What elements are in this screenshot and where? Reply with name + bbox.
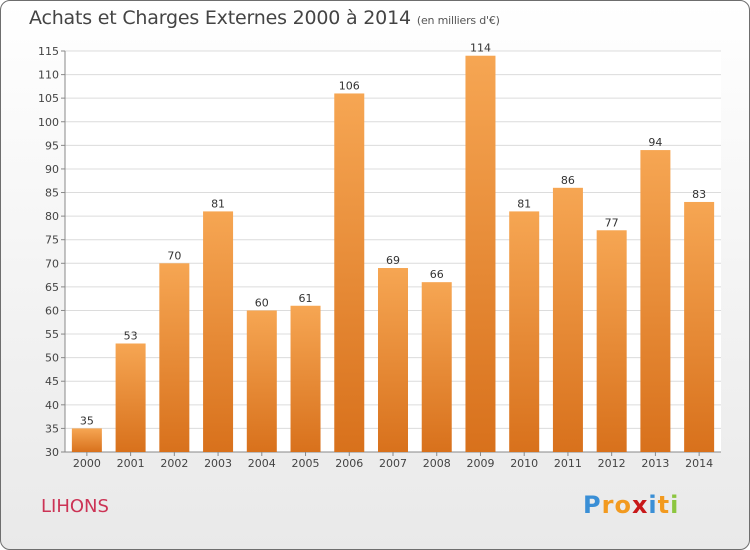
value-label-2010: 81 (517, 197, 531, 210)
labels-layer: 35 2000 53 2001 70 2002 81 2003 60 2004 61 2005 106 2… (73, 42, 713, 470)
bar-2011 (552, 187, 583, 452)
chart-title: Achats et Charges Externes 2000 à 2014 (e… (29, 7, 500, 29)
x-tick-label-2004: 2004 (248, 457, 276, 470)
x-tick-label-2001: 2001 (117, 457, 145, 470)
value-label-2008: 66 (430, 268, 444, 281)
y-tick-label: 50 (45, 352, 59, 365)
value-label-2002: 70 (167, 249, 181, 262)
x-tick-label-2011: 2011 (554, 457, 582, 470)
bar-2001 (115, 343, 146, 452)
bar-2004 (246, 310, 277, 452)
value-label-2005: 61 (299, 292, 313, 305)
logo-letter: x (631, 491, 649, 519)
x-tick-label-2008: 2008 (423, 457, 451, 470)
bar-2013 (640, 150, 671, 452)
y-tick-label: 90 (45, 163, 59, 176)
y-tick-label: 115 (38, 45, 59, 58)
value-label-2013: 94 (648, 136, 662, 149)
y-tick-label: 35 (45, 422, 59, 435)
x-tick-label-2013: 2013 (641, 457, 669, 470)
y-tick-label: 100 (38, 116, 59, 129)
bar-2007 (378, 268, 408, 452)
x-tick-label-2006: 2006 (335, 457, 363, 470)
x-tick-label-2014: 2014 (685, 457, 713, 470)
bar-2008 (421, 282, 452, 452)
y-tick-label: 75 (45, 234, 59, 247)
logo-letter: P (583, 491, 602, 519)
x-tick-label-2003: 2003 (204, 457, 232, 470)
bar-2006 (334, 93, 365, 452)
y-tick-label: 85 (45, 187, 59, 200)
value-label-2003: 81 (211, 197, 225, 210)
logo-letter: t (657, 491, 671, 519)
y-tick-label: 70 (45, 257, 59, 270)
x-tick-label-2012: 2012 (598, 457, 626, 470)
bar-2003 (203, 211, 234, 452)
y-tick-label: 40 (45, 399, 59, 412)
bar-2000 (71, 428, 102, 452)
value-label-2012: 77 (605, 216, 619, 229)
bar-2014 (684, 201, 715, 452)
bar-2009 (465, 55, 496, 452)
y-tick-label: 80 (45, 210, 59, 223)
y-tick-label: 55 (45, 328, 59, 341)
y-tick-label: 45 (45, 375, 59, 388)
commune-name: LIHONS (41, 496, 109, 517)
logo-letter: i (648, 491, 658, 519)
logo-letter: r (601, 491, 615, 519)
y-tick-label: 95 (45, 139, 59, 152)
x-tick-label-2010: 2010 (510, 457, 538, 470)
value-label-2004: 60 (255, 296, 269, 309)
bar-2005 (290, 305, 321, 452)
value-label-2014: 83 (692, 188, 706, 201)
y-tick-label: 105 (38, 92, 59, 105)
x-tick-label-2000: 2000 (73, 457, 101, 470)
x-tick-label-2007: 2007 (379, 457, 407, 470)
x-tick-label-2009: 2009 (466, 457, 494, 470)
bars-layer (71, 55, 715, 452)
y-tick-label: 65 (45, 281, 59, 294)
x-tick-label-2002: 2002 (160, 457, 188, 470)
value-label-2009: 114 (470, 42, 491, 55)
value-label-2007: 69 (386, 254, 400, 267)
y-tick-label: 30 (45, 446, 59, 459)
value-label-2000: 35 (80, 414, 94, 427)
bar-2010 (509, 211, 540, 452)
logo-letter: i (670, 491, 680, 519)
y-tick-label: 60 (45, 304, 59, 317)
chart-subtitle: (en milliers d'€) (416, 14, 500, 27)
proxiti-logo[interactable]: Proxiti (583, 491, 679, 519)
bar-2012 (596, 230, 627, 452)
value-label-2001: 53 (124, 329, 138, 342)
x-tick-label-2005: 2005 (292, 457, 320, 470)
bar-2002 (159, 263, 190, 452)
logo-letter: o (614, 491, 632, 519)
title-text: Achats et Charges Externes 2000 à 2014 (29, 7, 411, 29)
value-label-2011: 86 (561, 174, 575, 187)
y-tick-label: 110 (38, 69, 59, 82)
value-label-2006: 106 (339, 79, 360, 92)
